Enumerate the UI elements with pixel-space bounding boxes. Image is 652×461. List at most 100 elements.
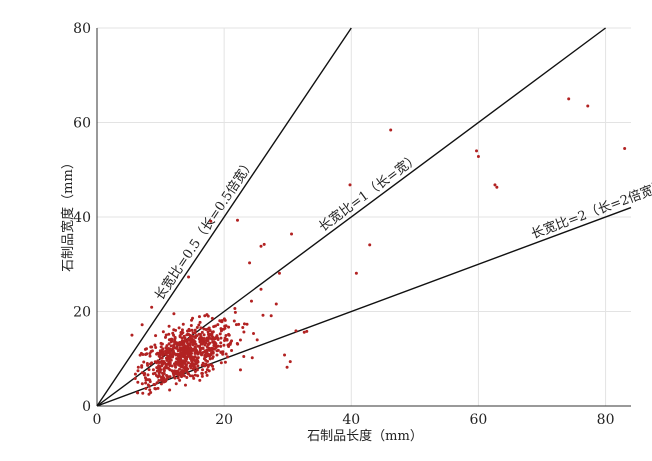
data-point-0 [567,97,571,101]
data-point-160 [202,333,206,337]
data-point-728 [182,347,186,351]
data-point-687 [201,338,205,342]
data-point-735 [189,338,193,342]
data-point-749 [167,360,171,364]
data-point-326 [143,372,147,376]
data-point-645 [144,353,148,357]
data-point-664 [152,382,156,386]
data-point-515 [187,333,191,337]
data-point-435 [219,361,223,365]
x-tick-label-1: 20 [215,412,233,428]
data-point-268 [147,378,151,382]
data-point-234 [201,368,205,372]
data-point-701 [174,365,178,369]
data-point-721 [148,351,152,355]
data-point-483 [193,370,197,374]
data-point-569 [178,378,182,382]
data-point-18 [302,330,306,334]
data-point-443 [188,374,192,378]
data-point-736 [219,344,223,348]
data-point-718 [177,372,181,376]
data-point-21 [283,353,287,357]
data-point-685 [136,369,140,373]
data-point-506 [197,315,201,319]
data-point-27 [140,323,144,327]
data-point-639 [177,342,181,346]
data-point-215 [238,338,242,342]
data-point-738 [207,332,211,336]
data-point-677 [153,387,157,391]
data-point-508 [176,362,180,366]
data-point-132 [154,334,158,338]
data-point-32 [274,302,278,306]
data-point-392 [153,371,157,375]
data-point-618 [160,362,164,366]
data-point-357 [206,330,210,334]
data-point-408 [159,341,163,345]
data-point-751 [175,346,179,350]
data-point-106 [167,324,171,328]
data-point-623 [226,343,230,347]
data-point-611 [198,350,202,354]
data-point-656 [179,351,183,355]
data-point-73 [153,343,157,347]
data-point-746 [157,371,161,375]
data-point-11 [290,232,294,236]
data-point-562 [198,336,202,340]
data-point-667 [170,369,174,373]
data-point-606 [230,349,234,353]
data-point-582 [233,307,237,311]
data-point-71 [133,372,137,376]
data-point-480 [186,338,190,342]
data-point-388 [172,312,176,316]
data-point-595 [219,336,223,340]
data-point-413 [204,341,208,345]
data-point-517 [167,338,171,342]
data-point-12 [235,218,239,222]
data-point-732 [184,366,188,370]
data-point-702 [205,338,209,342]
data-point-742 [198,346,202,350]
data-point-479 [156,386,160,390]
data-point-707 [183,354,187,358]
data-point-341 [154,346,158,350]
data-point-670 [170,353,174,357]
data-point-30 [259,287,263,291]
data-point-36 [255,338,259,342]
data-point-312 [206,314,210,318]
data-point-471 [207,342,211,346]
data-point-686 [188,352,192,356]
data-point-285 [165,344,169,348]
data-point-720 [181,359,185,363]
data-point-128 [164,333,168,337]
data-point-405 [222,317,226,321]
data-point-605 [210,348,214,352]
data-point-672 [219,329,223,333]
data-point-745 [208,328,212,332]
data-point-600 [193,342,197,346]
data-point-648 [176,376,180,380]
data-point-5 [389,128,393,132]
data-point-675 [155,361,159,365]
data-point-31 [269,314,273,318]
data-point-3 [475,149,479,153]
data-point-563 [165,366,169,370]
data-point-297 [170,364,174,368]
data-point-449 [188,342,192,346]
data-point-695 [184,348,188,352]
data-point-729 [157,378,161,382]
data-point-632 [225,338,229,342]
data-point-497 [207,369,211,373]
data-point-719 [135,391,139,395]
data-point-338 [238,368,242,372]
data-point-436 [172,328,176,332]
data-point-258 [178,367,182,371]
data-point-730 [207,363,211,367]
data-point-754 [181,363,185,367]
data-point-634 [158,360,162,364]
data-point-496 [180,375,184,379]
data-point-650 [236,342,240,346]
data-point-723 [182,339,186,343]
data-point-324 [205,345,209,349]
data-point-492 [184,368,188,372]
